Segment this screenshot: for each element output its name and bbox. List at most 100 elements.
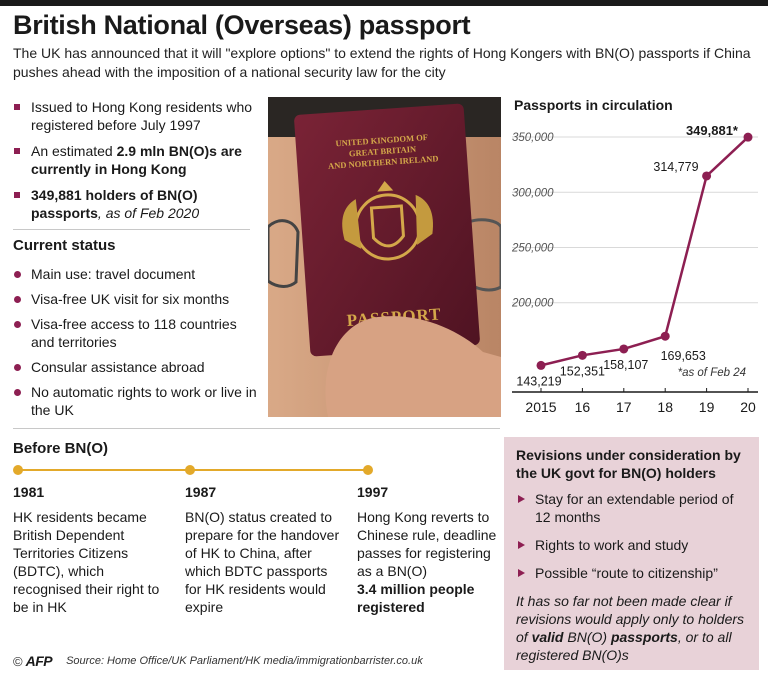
data-label: 169,653 (661, 349, 706, 363)
timeline-dot (185, 465, 195, 475)
square-bullet-icon (14, 104, 20, 110)
revision-text: Stay for an extendable period of 12 mont… (535, 491, 734, 525)
fact-item: An estimated 2.9 mln BN(O)s are currentl… (13, 142, 263, 178)
timeline (13, 463, 373, 477)
fact-item: Issued to Hong Kong residents who regist… (13, 98, 263, 134)
era-year: 1997 (357, 484, 389, 500)
fact-text-pre: An estimated (31, 143, 117, 159)
triangle-bullet-icon (518, 495, 525, 503)
era-text-bold: 3.4 million people registered (357, 581, 475, 615)
timeline-dot (363, 465, 373, 475)
triangle-bullet-icon (518, 569, 525, 577)
series-line (540, 136, 749, 367)
divider (13, 229, 250, 230)
x-tick-label: 20 (740, 399, 756, 415)
before-heading: Before BN(O) (13, 440, 109, 457)
crest-unicorn (415, 194, 433, 245)
era-text: Hong Kong reverts to Chinese rule, deadl… (357, 509, 497, 579)
afp-logo: AFP (25, 653, 53, 669)
copyright-symbol: © (13, 653, 23, 669)
fact-text-bold: 349,881 holders of BN(O) passports (31, 187, 198, 221)
note-bold: valid (531, 629, 564, 645)
era-1997: 1997 Hong Kong reverts to Chinese rule, … (357, 483, 502, 616)
x-tick-label: 18 (657, 399, 673, 415)
data-point (577, 350, 587, 360)
era-year: 1987 (185, 484, 217, 500)
x-tick-label: 17 (616, 399, 632, 415)
cover-text-line2: GREAT BRITAIN (349, 144, 418, 159)
passports-chart: 200,000 250,000 300,000 350,000 2015 16 17 18 19… (508, 118, 763, 418)
dot-bullet-icon (14, 271, 21, 278)
data-label: 349,881* (686, 123, 739, 138)
key-facts: Issued to Hong Kong residents who regist… (13, 98, 263, 230)
source-text: Source: Home Office/UK Parliament/HK med… (66, 655, 423, 667)
y-tick-label: 200,000 (511, 298, 554, 310)
divider (13, 428, 500, 429)
revision-item: Rights to work and study (516, 536, 749, 554)
era-1987: 1987 BN(O) status created to prepare for… (185, 483, 343, 616)
line-chart: 200,000 250,000 300,000 350,000 2015 16 17 18 19… (511, 123, 758, 415)
crest-crown (377, 181, 394, 192)
revision-text: Possible “route to citizenship” (535, 565, 718, 581)
status-item: Consular assistance abroad (13, 358, 263, 376)
status-item: No automatic rights to work or live in t… (13, 383, 263, 419)
data-point (702, 171, 712, 181)
revision-item: Possible “route to citizenship” (516, 564, 749, 582)
y-tick-label: 300,000 (512, 187, 554, 199)
status-text: Main use: travel document (31, 266, 196, 282)
era-text: HK residents became British Dependent Te… (13, 509, 160, 615)
data-label: 314,779 (653, 160, 698, 174)
fact-item: 349,881 holders of BN(O) passports, as o… (13, 186, 263, 222)
status-item: Visa-free access to 118 countries and te… (13, 315, 263, 351)
dot-bullet-icon (14, 321, 21, 328)
triangle-bullet-icon (518, 541, 525, 549)
crest-shield (369, 204, 405, 248)
page-title: British National (Overseas) passport (13, 10, 471, 40)
data-label: 143,219 (516, 374, 561, 388)
data-label: 158,107 (603, 358, 648, 372)
hand (325, 316, 501, 417)
note-part: BN(O) (563, 629, 611, 645)
revisions-box: Revisions under consideration by the UK … (504, 437, 759, 670)
glasses-left (268, 219, 300, 288)
fact-text-bold: 2.9 mln BN(O)s are currently in Hong Kon… (31, 143, 242, 177)
dot-bullet-icon (14, 389, 21, 396)
data-label: 152,351 (560, 364, 605, 378)
square-bullet-icon (14, 192, 20, 198)
footer: © AFP Source: Home Office/UK Parliament/… (13, 653, 423, 669)
passport-photo-illustration: UNITED KINGDOM OF GREAT BRITAIN AND NORT… (268, 97, 501, 417)
fact-text: Issued to Hong Kong residents who regist… (31, 99, 253, 133)
y-tick-label: 350,000 (512, 132, 554, 144)
era-1981: 1981 HK residents became British Depende… (13, 483, 173, 616)
era-text: BN(O) status created to prepare for the … (185, 509, 340, 615)
status-item: Main use: travel document (13, 265, 263, 283)
status-text: No automatic rights to work or live in t… (31, 384, 257, 418)
dot-bullet-icon (14, 296, 21, 303)
x-tick-label: 19 (699, 399, 715, 415)
data-point (536, 360, 546, 370)
era-year: 1981 (13, 484, 45, 500)
status-item: Visa-free UK visit for six months (13, 290, 263, 308)
status-text: Consular assistance abroad (31, 359, 205, 375)
passport-photo: UNITED KINGDOM OF GREAT BRITAIN AND NORT… (268, 97, 501, 417)
status-text: Visa-free access to 118 countries and te… (31, 316, 237, 350)
x-tick-label: 16 (575, 399, 591, 415)
data-point (619, 344, 629, 354)
fact-text-post: , as of Feb 2020 (97, 205, 200, 221)
revision-text: Rights to work and study (535, 537, 689, 553)
note-part: It has so far not been made clear if rev… (516, 593, 745, 645)
note-bold: passports (610, 629, 678, 645)
square-bullet-icon (14, 148, 20, 154)
revisions-note: It has so far not been made clear if rev… (516, 592, 749, 664)
x-tick-label: 2015 (525, 399, 556, 415)
revisions-heading: Revisions under consideration by the UK … (516, 447, 741, 481)
top-rule (0, 0, 768, 6)
page-subtitle: The UK has announced that it will "explo… (13, 45, 751, 80)
note-part: , or to all registered BN(O)s (516, 629, 732, 663)
current-status-list: Main use: travel document Visa-free UK v… (13, 265, 263, 426)
current-status-heading: Current status (13, 237, 116, 254)
dot-bullet-icon (14, 364, 21, 371)
timeline-dot (13, 465, 23, 475)
chart-note: *as of Feb 24 (678, 367, 746, 379)
data-point (743, 132, 753, 142)
